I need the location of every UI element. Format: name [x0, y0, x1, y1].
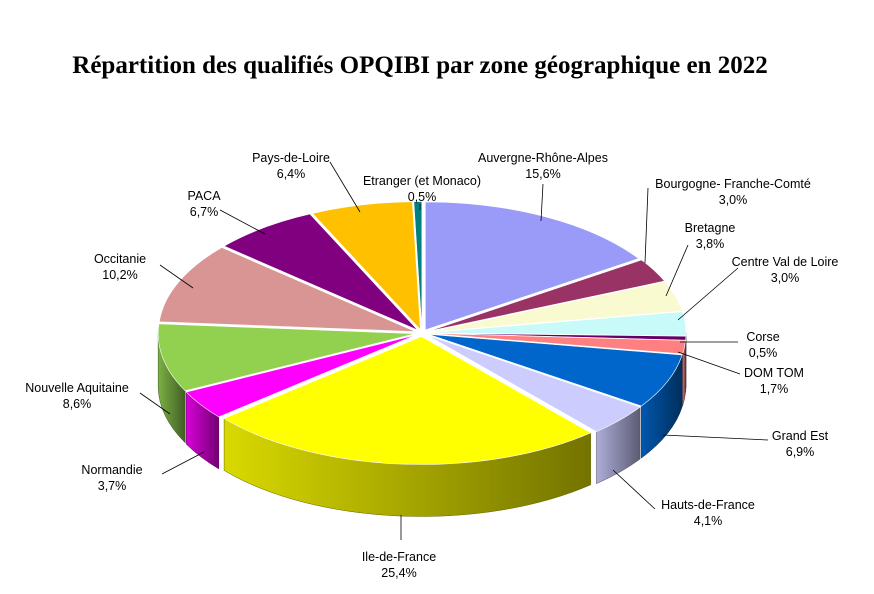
slice-value-label-5: 1,7%: [760, 382, 789, 396]
slice-value-label-8: 25,4%: [381, 566, 416, 580]
pie-slice-10: [157, 323, 416, 392]
slice-name-label-10: Nouvelle Aquitaine: [25, 381, 129, 395]
slice-name-label-13: Pays-de-Loire: [252, 151, 330, 165]
leader-line-3: [677, 267, 739, 321]
pie-sides: [157, 332, 687, 517]
slice-name-label-12: PACA: [187, 189, 221, 203]
leader-line-10: [139, 392, 171, 415]
leader-line-13: [329, 161, 361, 213]
slice-value-label-3: 3,0%: [771, 271, 800, 285]
chart-title: Répartition des qualifiés OPQIBI par zon…: [72, 52, 768, 79]
leader-line-6: [662, 434, 769, 441]
slice-value-label-11: 10,2%: [102, 268, 137, 282]
leader-line-5: [677, 351, 741, 375]
slice-name-label-6: Grand Est: [772, 429, 829, 443]
slice-name-label-1: Bourgogne- Franche-Comté: [655, 177, 811, 191]
slice-value-label-6: 6,9%: [786, 445, 815, 459]
slice-name-label-0: Auvergne-Rhône-Alpes: [478, 151, 608, 165]
slice-name-label-9: Normandie: [81, 463, 142, 477]
slice-name-label-14: Etranger (et Monaco): [363, 174, 481, 188]
pie-slice-9: [185, 334, 417, 418]
pie-slice-2: [428, 281, 683, 333]
pie-slice-0: [424, 201, 640, 331]
pie-slice-12: [223, 213, 419, 331]
slice-name-label-11: Occitanie: [94, 252, 146, 266]
slice-value-label-9: 3,7%: [98, 479, 127, 493]
slice-value-label-7: 4,1%: [694, 514, 723, 528]
slice-value-label-12: 6,7%: [190, 205, 219, 219]
leader-line-7: [612, 469, 656, 510]
pie-slice-8: [223, 336, 592, 465]
leader-line-2: [665, 244, 689, 297]
pie-tops: [157, 201, 687, 465]
slice-name-label-4: Corse: [746, 330, 779, 344]
pie-slice-11: [158, 247, 416, 332]
slice-value-label-13: 6,4%: [277, 167, 306, 181]
slice-name-label-7: Hauts-de-France: [661, 498, 755, 512]
slice-value-label-4: 0,5%: [749, 346, 778, 360]
pie-slice-14: [413, 201, 423, 330]
slice-name-label-5: DOM TOM: [744, 366, 804, 380]
leader-line-11: [159, 264, 194, 289]
pie-slice-3: [428, 311, 687, 337]
slice-value-label-0: 15,6%: [525, 167, 560, 181]
slice-value-label-1: 3,0%: [719, 193, 748, 207]
pie-slice-7: [427, 335, 641, 432]
pie-slice-13: [311, 201, 421, 331]
leader-line-0: [540, 183, 544, 222]
pie-labels: Auvergne-Rhône-Alpes 15,6% Bourgogne- Fran…: [25, 151, 838, 580]
slice-name-label-2: Bretagne: [685, 221, 736, 235]
slice-value-label-10: 8,6%: [63, 397, 92, 411]
slice-value-label-14: 0,5%: [408, 190, 437, 204]
slice-name-label-8: Ile-de-France: [362, 550, 436, 564]
pie-slice-6: [428, 333, 683, 407]
leader-line-9: [161, 451, 205, 475]
leader-line-1: [644, 187, 649, 264]
slice-name-label-3: Centre Val de Loire: [732, 255, 839, 269]
slice-value-label-2: 3,8%: [696, 237, 725, 251]
pie-slice-1: [428, 259, 666, 332]
leader-line-12: [219, 209, 266, 235]
